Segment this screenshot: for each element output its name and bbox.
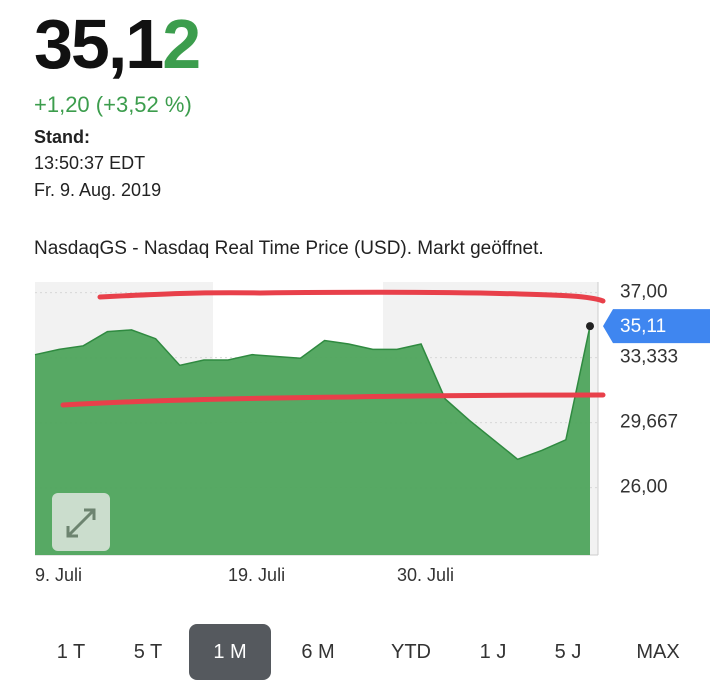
price: 35,12 (34, 5, 201, 83)
range-tab[interactable]: MAX (636, 641, 680, 663)
range-tab[interactable]: 5 T (133, 641, 163, 663)
expand-icon (66, 508, 96, 538)
range-tab[interactable]: YTD (391, 641, 431, 663)
annotation-line (60, 392, 606, 408)
date: Fr. 9. Aug. 2019 (34, 180, 162, 200)
price-line (34, 325, 591, 461)
range-tab[interactable]: 1 M (189, 624, 271, 680)
marks (34, 292, 598, 555)
time: 13:50:37 EDT (34, 153, 146, 173)
as-of-label: Stand: (34, 127, 90, 147)
x-tick-label: 30. Juli (397, 565, 454, 585)
price-change: +1,20 (+3,52 %) (34, 92, 192, 117)
source-note: NasdaqGS - Nasdaq Real Time Price (USD).… (34, 238, 544, 259)
range-tab[interactable]: 6 M (301, 641, 335, 663)
range-tab[interactable]: 1 J (479, 641, 507, 663)
y-tick-label: 37,00 (620, 282, 668, 303)
y-tick-label: 26,00 (620, 477, 668, 498)
range-tab[interactable]: 5 J (554, 641, 582, 663)
price-area (35, 326, 590, 555)
chart: 37,00 33,333 29,667 26,00 9. Juli 19. Juli 30.… (34, 282, 710, 585)
x-tick-label: 9. Juli (35, 565, 82, 585)
y-tick-label: 29,667 (620, 412, 678, 433)
range-tab[interactable]: 1 T (56, 641, 86, 663)
current-label: 35,11 (620, 316, 666, 337)
current-tag (603, 309, 710, 344)
current-dot (586, 322, 594, 331)
x-tick-label: 19. Juli (228, 565, 285, 585)
annotation-line (97, 289, 606, 304)
y-tick-label: 33,333 (620, 347, 678, 368)
